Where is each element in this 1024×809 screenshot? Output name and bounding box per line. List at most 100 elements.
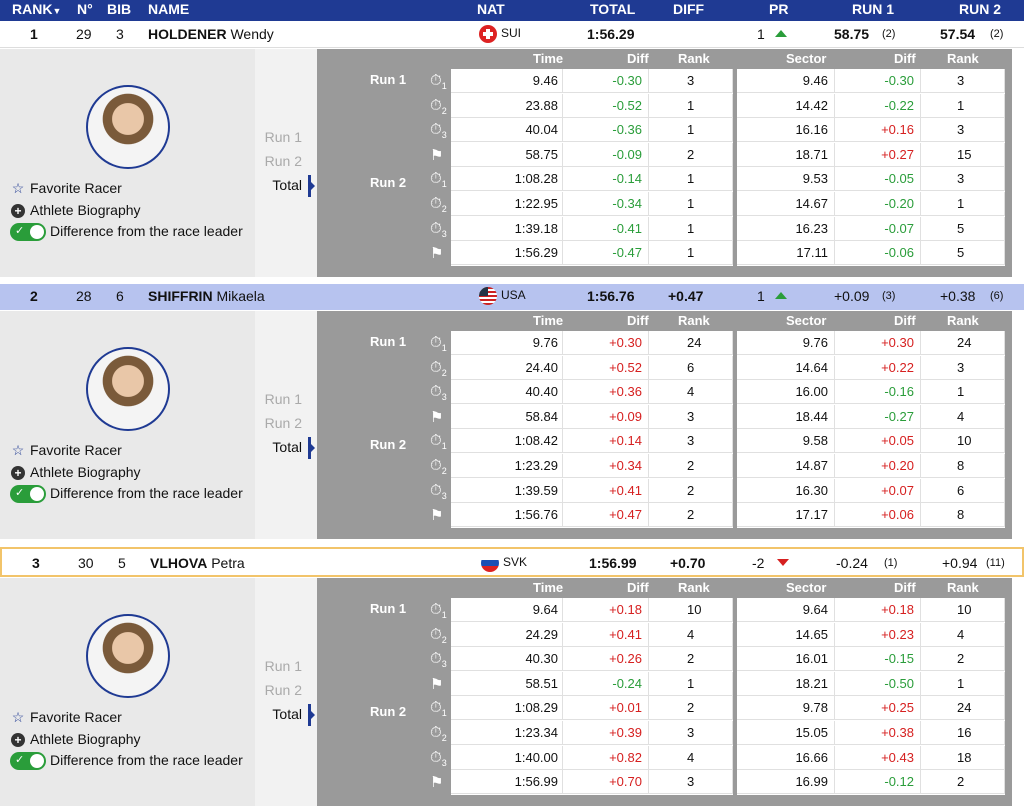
racer-total: 1:56.99 — [589, 555, 637, 571]
split-diff: +0.14 — [563, 429, 649, 454]
run-selector-run2[interactable]: Run 2 — [264, 153, 302, 169]
racer-bib: 5 — [118, 555, 126, 571]
sector-rank: 2 — [921, 647, 1005, 672]
split-diff: -0.09 — [563, 142, 649, 167]
toggle-icon[interactable] — [10, 752, 46, 771]
racer-name[interactable]: SHIFFRIN Mikaela — [148, 288, 265, 304]
racer-row[interactable]: 3 30 5 VLHOVA Petra SVK 1:56.99 +0.70 -2… — [0, 547, 1024, 577]
racer-rank: 1 — [30, 26, 38, 42]
racer-run1: +0.09 — [834, 288, 870, 304]
split-rank: 2 — [649, 142, 733, 167]
toggle-icon[interactable] — [10, 223, 46, 242]
split-diff: +0.47 — [563, 503, 649, 528]
athlete-biography-link[interactable]: + Athlete Biography — [10, 731, 141, 747]
sector-rank: 5 — [921, 216, 1005, 241]
sector-rank: 6 — [921, 478, 1005, 503]
sector-rank: 1 — [921, 192, 1005, 216]
racer-row[interactable]: 1 29 3 HOLDENER Wendy SUI 1:56.29 1 58.7… — [0, 21, 1024, 48]
stopwatch-icon: ⏱3 — [430, 748, 447, 768]
sector-diff: +0.20 — [835, 454, 921, 478]
split-time: 9.46 — [451, 69, 563, 93]
racer-run2-rank: (2) — [990, 28, 1004, 40]
run-selector-total[interactable]: Total — [272, 177, 302, 193]
stopwatch-icon: ⏱2 — [430, 358, 447, 378]
run2-label: Run 2 — [370, 437, 407, 452]
col-nat[interactable]: NAT — [477, 1, 505, 17]
difference-toggle[interactable]: Difference from the race leader — [10, 485, 243, 504]
toggle-icon[interactable] — [10, 485, 46, 504]
sector-time: 16.23 — [737, 216, 835, 241]
split-time: 24.40 — [451, 355, 563, 380]
run-selector-run2[interactable]: Run 2 — [264, 682, 302, 698]
col-total[interactable]: TOTAL — [590, 1, 636, 17]
col-bib[interactable]: BIB — [107, 1, 132, 17]
split-rank: 1 — [649, 167, 733, 192]
split-time: 24.29 — [451, 622, 563, 647]
split-rank: 24 — [649, 331, 733, 355]
racer-name[interactable]: HOLDENER Wendy — [148, 26, 274, 42]
difference-toggle[interactable]: Difference from the race leader — [10, 752, 243, 771]
th-time: Time — [533, 313, 564, 328]
split-diff: -0.36 — [563, 118, 649, 143]
col-run2[interactable]: RUN 2 — [959, 1, 1002, 17]
stopwatch-icon: ⏱3 — [430, 219, 447, 239]
run-selector-total[interactable]: Total — [272, 706, 302, 722]
run1-label: Run 1 — [370, 601, 407, 616]
sector-time: 14.64 — [737, 355, 835, 380]
col-rank[interactable]: RANK▼ — [12, 1, 62, 17]
split-rank: 1 — [649, 118, 733, 143]
racer-pr: 1 — [757, 26, 765, 42]
split-rank: 1 — [649, 192, 733, 216]
split-diff: +0.09 — [563, 404, 649, 429]
th-sector-diff: Diff — [894, 580, 916, 595]
sector-rank: 10 — [921, 429, 1005, 454]
athlete-biography-link[interactable]: + Athlete Biography — [10, 202, 141, 218]
run-selector-run2[interactable]: Run 2 — [264, 415, 302, 431]
sector-time: 14.65 — [737, 622, 835, 647]
run-selector-run1[interactable]: Run 1 — [264, 658, 302, 674]
stopwatch-icon: ⏱1 — [430, 72, 447, 91]
split-diff: +0.26 — [563, 647, 649, 672]
racer-row[interactable]: 2 28 6 SHIFFRIN Mikaela USA 1:56.76 +0.4… — [0, 284, 1024, 310]
sector-rank: 15 — [921, 142, 1005, 167]
favorite-racer-link[interactable]: ☆ Favorite Racer — [11, 709, 122, 725]
sector-time: 16.16 — [737, 118, 835, 143]
col-pr[interactable]: PR — [769, 1, 789, 17]
sector-diff: +0.43 — [835, 745, 921, 770]
col-name[interactable]: NAME — [148, 1, 190, 17]
sector-diff: -0.15 — [835, 647, 921, 672]
racer-no: 30 — [78, 555, 94, 571]
run-selector-run1[interactable]: Run 1 — [264, 391, 302, 407]
run-selector-run1[interactable]: Run 1 — [264, 129, 302, 145]
split-time: 40.04 — [451, 118, 563, 143]
run-selector-total[interactable]: Total — [272, 439, 302, 455]
sector-time: 9.58 — [737, 429, 835, 454]
athlete-biography-link[interactable]: + Athlete Biography — [10, 464, 141, 480]
sector-diff: +0.30 — [835, 331, 921, 355]
racer-run1: -0.24 — [836, 555, 868, 571]
stopwatch-icon: ⏱2 — [430, 457, 447, 476]
col-run1[interactable]: RUN 1 — [852, 1, 895, 17]
th-diff: Diff — [627, 580, 649, 595]
favorite-racer-link[interactable]: ☆ Favorite Racer — [11, 180, 122, 196]
split-rank: 2 — [649, 647, 733, 672]
col-diff[interactable]: DIFF — [673, 1, 705, 17]
split-time: 9.64 — [451, 598, 563, 622]
split-rank: 2 — [649, 478, 733, 503]
split-diff: -0.41 — [563, 216, 649, 241]
racer-name[interactable]: VLHOVA Petra — [150, 555, 245, 571]
difference-toggle[interactable]: Difference from the race leader — [10, 223, 243, 242]
racer-run2: 57.54 — [940, 26, 976, 42]
split-time: 1:08.28 — [451, 167, 563, 192]
sector-time: 16.30 — [737, 478, 835, 503]
col-no[interactable]: N° — [77, 1, 93, 17]
split-time: 1:56.99 — [451, 770, 563, 795]
stopwatch-icon: ⏱1 — [430, 601, 447, 620]
racer-bib: 6 — [116, 288, 124, 304]
favorite-racer-link[interactable]: ☆ Favorite Racer — [11, 442, 122, 458]
sector-diff: -0.20 — [835, 192, 921, 216]
sector-time: 18.44 — [737, 404, 835, 429]
plus-icon: + — [10, 464, 26, 480]
stopwatch-icon: ⏱3 — [430, 383, 447, 403]
split-time: 1:40.00 — [451, 745, 563, 770]
